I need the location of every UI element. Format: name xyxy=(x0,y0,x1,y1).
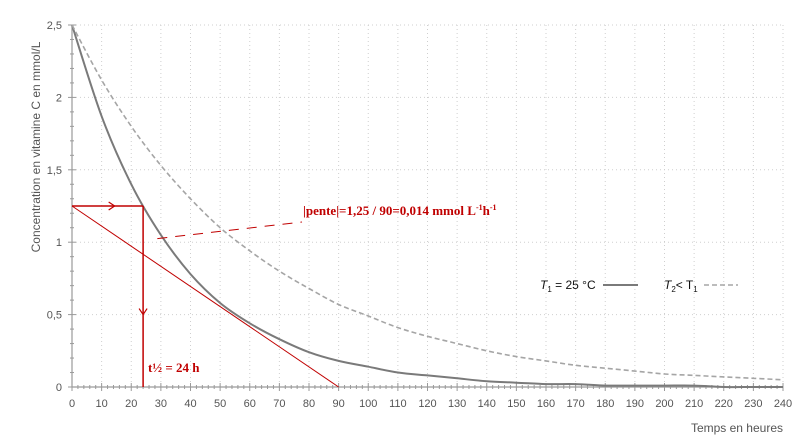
x-tick-label: 160 xyxy=(537,398,555,410)
series-line-2 xyxy=(71,24,784,381)
grid-lines xyxy=(72,24,784,387)
y-tick-label: 0 xyxy=(56,382,62,394)
x-tick-label: 220 xyxy=(715,398,733,410)
x-tick-label: 0 xyxy=(69,398,75,410)
x-tick-label: 240 xyxy=(774,398,792,410)
y-tick-label: 2 xyxy=(56,92,62,104)
x-tick-label: 70 xyxy=(273,398,285,410)
x-tick-label: 90 xyxy=(333,398,345,410)
x-tick-label: 110 xyxy=(389,398,407,410)
x-tick-label: 20 xyxy=(125,398,137,410)
x-tick-label: 40 xyxy=(184,398,196,410)
x-tick-label: 120 xyxy=(418,398,436,410)
x-tick-label: 80 xyxy=(303,398,315,410)
legend: T1 = 25 °C T2< T1 xyxy=(540,278,738,294)
x-tick-label: 190 xyxy=(626,398,644,410)
y-tick-label: 2,5 xyxy=(47,20,62,32)
x-tick-label: 50 xyxy=(214,398,226,410)
x-tick-label: 140 xyxy=(478,398,496,410)
x-tick-label: 230 xyxy=(744,398,762,410)
x-tick-label: 210 xyxy=(685,398,703,410)
legend-label-t1: T1 = 25 °C xyxy=(540,278,596,294)
y-axis-label: Concentration en vitamine C en mmol/L xyxy=(29,41,43,252)
x-tick-label: 150 xyxy=(507,398,525,410)
x-tick-label: 60 xyxy=(244,398,256,410)
x-tick-label: 100 xyxy=(359,398,377,410)
x-tick-labels: 0 10 20 30 40 50 60 70 80 90 100 110 120 130 140 150 160… xyxy=(69,398,792,410)
x-tick-label: 200 xyxy=(655,398,673,410)
tangent-line xyxy=(71,205,339,388)
half-life-annotation: t½ = 24 h xyxy=(148,360,200,375)
x-axis-label: Temps en heures xyxy=(691,421,783,435)
slope-annotation: |pente|=1,25 / 90=0,014 mmol L-1h-1 xyxy=(303,203,497,218)
y-tick-labels: 0 0,5 1 1,5 2 2,5 xyxy=(47,20,62,394)
x-tick-label: 10 xyxy=(96,398,108,410)
y-tick-label: 1 xyxy=(56,237,62,249)
x-tick-label: 30 xyxy=(155,398,167,410)
arrowhead-down xyxy=(138,308,148,316)
x-tick-label: 130 xyxy=(448,398,466,410)
x-tick-label: 180 xyxy=(596,398,614,410)
legend-label-t2: T2< T1 xyxy=(664,278,698,294)
arrowhead-right xyxy=(108,201,116,211)
series-lines xyxy=(71,24,784,389)
series-line-1 xyxy=(71,24,783,389)
y-tick-label: 1,5 xyxy=(47,165,62,177)
slope-pointer-line xyxy=(157,221,303,240)
annotations xyxy=(71,201,339,388)
x-tick-label: 170 xyxy=(566,398,584,410)
y-tick-label: 0,5 xyxy=(47,310,62,322)
